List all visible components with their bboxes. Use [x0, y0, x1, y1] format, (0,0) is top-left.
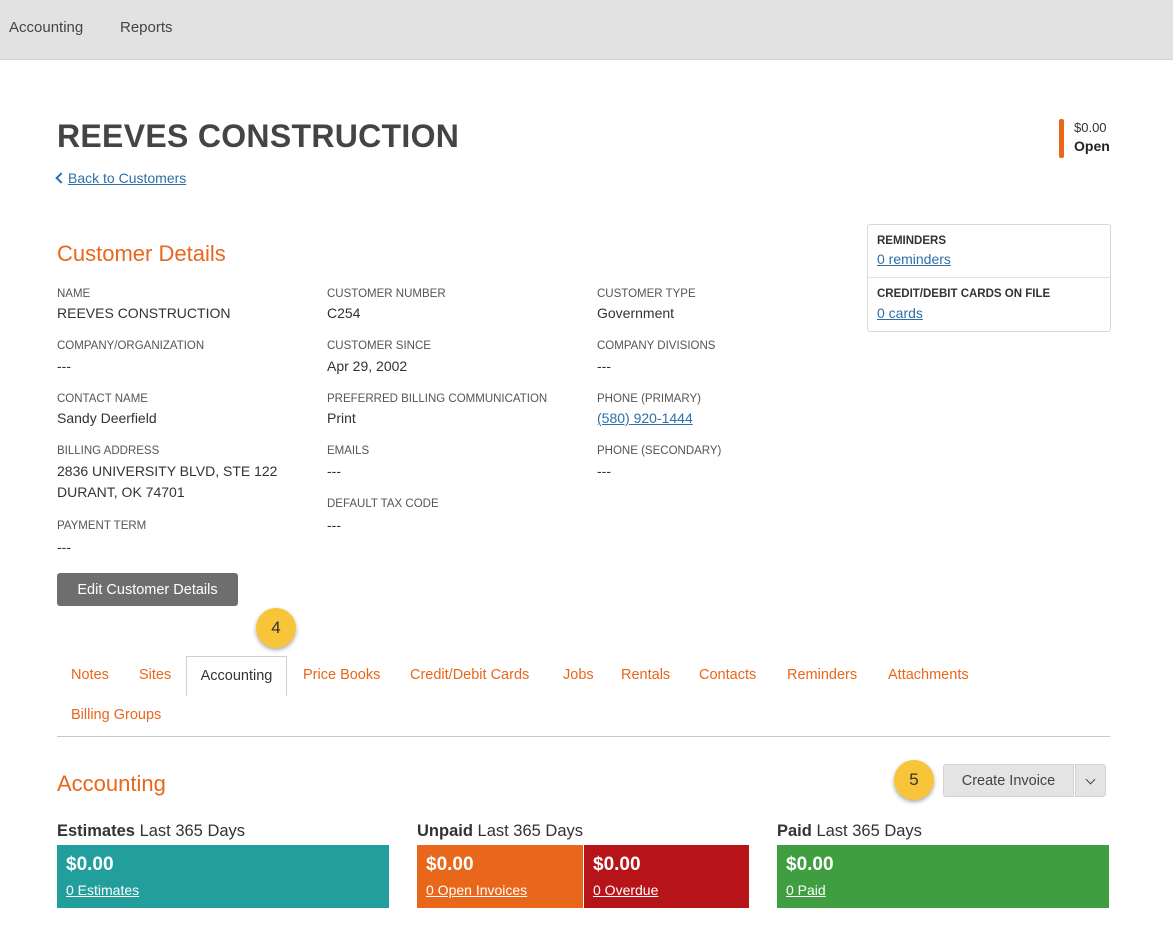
back-link-label: Back to Customers	[68, 170, 187, 186]
customer-details-heading: Customer Details	[57, 241, 226, 266]
cards-on-file-link[interactable]: 0 cards	[877, 305, 923, 321]
tab-billing-groups[interactable]: Billing Groups	[71, 707, 162, 723]
open-invoices-amount: $0.00	[426, 854, 474, 875]
customer-number-value: C254	[327, 305, 361, 321]
emails-value: ---	[327, 463, 341, 479]
overdue-amount: $0.00	[593, 854, 641, 875]
estimates-amount: $0.00	[66, 854, 114, 875]
company-divisions-value: ---	[597, 358, 611, 374]
tab-credit-debit-cards[interactable]: Credit/Debit Cards	[410, 667, 530, 683]
tab-contacts[interactable]: Contacts	[699, 667, 757, 683]
paid-heading-label: Paid	[777, 822, 812, 840]
estimates-card: $0.00 0 Estimates	[57, 845, 389, 908]
reminders-cards-panel: REMINDERS 0 reminders CREDIT/DEBIT CARDS…	[867, 224, 1111, 332]
reminders-label: REMINDERS	[877, 235, 947, 247]
estimates-period: Last 365 Days	[139, 822, 246, 840]
edit-customer-details-button[interactable]: Edit Customer Details	[57, 573, 238, 606]
page-title: REEVES CONSTRUCTION	[57, 118, 460, 154]
customer-number-label: CUSTOMER NUMBER	[327, 288, 446, 300]
step-callout-badge: 4	[256, 608, 296, 648]
open-invoices-link[interactable]: 0 Open Invoices	[426, 882, 528, 898]
tab-reminders[interactable]: Reminders	[787, 667, 858, 683]
overdue-link[interactable]: 0 Overdue	[593, 882, 659, 898]
phone-secondary-label: PHONE (SECONDARY)	[597, 445, 722, 457]
billing-address-label: BILLING ADDRESS	[57, 445, 160, 457]
company-value: ---	[57, 358, 71, 374]
name-label: NAME	[57, 288, 91, 300]
company-label: COMPANY/ORGANIZATION	[57, 340, 205, 352]
billing-address-line1: 2836 UNIVERSITY BLVD, STE 122	[57, 463, 278, 479]
contact-name-value: Sandy Deerfield	[57, 410, 157, 426]
name-value: REEVES CONSTRUCTION	[57, 305, 231, 321]
tab-notes[interactable]: Notes	[71, 667, 109, 683]
chevron-down-icon	[1085, 774, 1096, 785]
billing-address-line2: DURANT, OK 74701	[57, 484, 185, 500]
nav-accounting[interactable]: Accounting	[9, 19, 84, 36]
payment-term-label: PAYMENT TERM	[57, 520, 147, 532]
estimates-heading-label: Estimates	[57, 822, 135, 840]
default-tax-code-label: DEFAULT TAX CODE	[327, 498, 439, 510]
phone-secondary-value: ---	[597, 463, 611, 479]
company-divisions-label: COMPANY DIVISIONS	[597, 340, 716, 352]
open-invoices-card: $0.00 0 Open Invoices	[417, 845, 583, 908]
estimates-link[interactable]: 0 Estimates	[66, 882, 140, 898]
reminders-link[interactable]: 0 reminders	[877, 251, 951, 267]
unpaid-heading: Unpaid Last 365 Days	[417, 822, 583, 841]
unpaid-period: Last 365 Days	[477, 822, 583, 840]
tab-attachments[interactable]: Attachments	[888, 667, 969, 683]
customer-type-label: CUSTOMER TYPE	[597, 288, 696, 300]
customer-since-label: CUSTOMER SINCE	[327, 340, 431, 352]
balance-status: Open	[1074, 138, 1110, 154]
back-to-customers-link[interactable]: Back to Customers	[55, 170, 187, 186]
payment-term-value: ---	[57, 539, 71, 555]
paid-link[interactable]: 0 Paid	[786, 882, 826, 898]
balance-status-bar	[1059, 119, 1064, 158]
contact-name-label: CONTACT NAME	[57, 393, 148, 405]
tabs-divider	[57, 736, 1110, 737]
nav-reports[interactable]: Reports	[120, 19, 173, 36]
paid-period: Last 365 Days	[816, 822, 922, 840]
preferred-communication-value: Print	[327, 410, 356, 426]
cards-on-file-label: CREDIT/DEBIT CARDS ON FILE	[877, 288, 1051, 300]
customer-type-value: Government	[597, 305, 675, 321]
phone-primary-label: PHONE (PRIMARY)	[597, 393, 701, 405]
chevron-left-icon	[55, 172, 67, 184]
balance-amount: $0.00	[1074, 120, 1107, 135]
preferred-communication-label: PREFERRED BILLING COMMUNICATION	[327, 393, 548, 405]
paid-card: $0.00 0 Paid	[777, 845, 1109, 908]
top-nav-bar: Accounting Reports	[0, 0, 1173, 60]
tab-jobs[interactable]: Jobs	[563, 667, 594, 683]
estimates-heading: Estimates Last 365 Days	[57, 822, 245, 841]
tab-accounting[interactable]: Accounting	[186, 656, 287, 697]
step-callout-badge: 5	[894, 760, 934, 800]
tab-sites[interactable]: Sites	[139, 667, 172, 683]
overdue-card: $0.00 0 Overdue	[584, 845, 749, 908]
create-invoice-dropdown-toggle[interactable]	[1075, 764, 1106, 797]
paid-amount: $0.00	[786, 854, 834, 875]
paid-heading: Paid Last 365 Days	[777, 822, 922, 841]
create-invoice-button[interactable]: Create Invoice	[943, 764, 1074, 797]
tab-rentals[interactable]: Rentals	[621, 667, 671, 683]
default-tax-code-value: ---	[327, 517, 341, 533]
emails-label: EMAILS	[327, 445, 370, 457]
customer-since-value: Apr 29, 2002	[327, 358, 408, 374]
panel-divider	[868, 277, 1110, 278]
unpaid-heading-label: Unpaid	[417, 822, 473, 840]
tab-price-books[interactable]: Price Books	[303, 667, 381, 683]
accounting-heading: Accounting	[57, 771, 166, 796]
phone-primary-link[interactable]: (580) 920-1444	[597, 410, 693, 426]
